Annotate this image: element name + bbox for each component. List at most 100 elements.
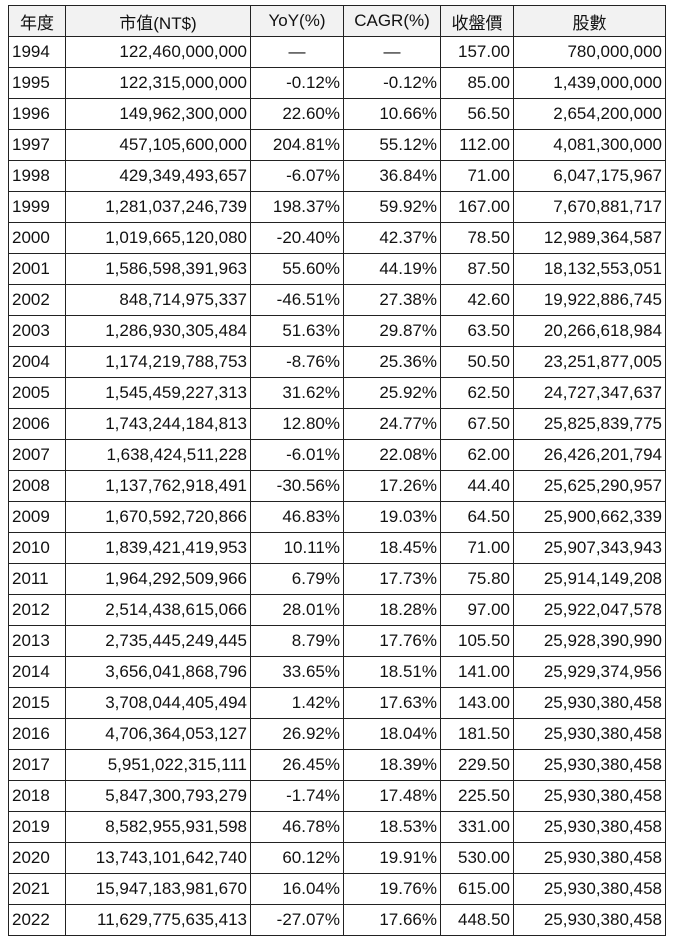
table-cell: 18.53%	[343, 811, 441, 843]
table-cell: 25,928,390,990	[513, 625, 666, 657]
table-cell: 429,349,493,657	[65, 160, 251, 192]
table-cell: 1995	[8, 67, 66, 99]
header-cell: 股數	[513, 5, 666, 37]
table-cell: 11,629,775,635,413	[65, 904, 251, 936]
table-cell: 25,930,380,458	[513, 749, 666, 781]
table-cell: 25.36%	[343, 346, 441, 378]
table-cell: 448.50	[440, 904, 514, 936]
table-cell: 10.66%	[343, 98, 441, 130]
table-cell: 2012	[8, 594, 66, 626]
table-cell: 19.76%	[343, 873, 441, 905]
table-row: 1995 122,315,000,000 -0.12% -0.12% 85.00 1,43…	[8, 67, 666, 99]
table-cell: 50.50	[440, 346, 514, 378]
table-cell: 530.00	[440, 842, 514, 874]
table-cell: 1,286,930,305,484	[65, 315, 251, 347]
table-cell: 141.00	[440, 656, 514, 688]
table-cell: 3,708,044,405,494	[65, 687, 251, 719]
table-cell: 149,962,300,000	[65, 98, 251, 130]
table-cell: 2000	[8, 222, 66, 254]
table-cell: 25,930,380,458	[513, 842, 666, 874]
table-row: 2000 1,019,665,120,080 -20.40% 42.37% 78.50 1…	[8, 222, 666, 254]
table-row: 2009 1,670,592,720,866 46.83% 19.03% 64.50 25…	[8, 501, 666, 533]
table-cell: 143.00	[440, 687, 514, 719]
table-cell: 2013	[8, 625, 66, 657]
table-cell: 25,900,662,339	[513, 501, 666, 533]
table-cell: 1999	[8, 191, 66, 223]
table-cell: -0.12%	[343, 67, 441, 99]
table-cell: 46.83%	[250, 501, 344, 533]
table-cell: 17.76%	[343, 625, 441, 657]
table-row: 1998 429,349,493,657 -6.07% 36.84% 71.00 6,04…	[8, 160, 666, 192]
table-cell: 1,670,592,720,866	[65, 501, 251, 533]
table-cell: 31.62%	[250, 377, 344, 409]
table-cell: 17.66%	[343, 904, 441, 936]
header-cell: CAGR(%)	[343, 5, 441, 37]
table-row: 2013 2,735,445,249,445 8.79% 17.76% 105.50 25…	[8, 625, 666, 657]
table-cell: 2003	[8, 315, 66, 347]
table-cell: 24.77%	[343, 408, 441, 440]
table-cell: 198.37%	[250, 191, 344, 223]
table-row: 1996 149,962,300,000 22.60% 10.66% 56.50 2,65…	[8, 98, 666, 130]
table-row: 1997 457,105,600,000 204.81% 55.12% 112.00 4,…	[8, 129, 666, 161]
table-cell: 25.92%	[343, 377, 441, 409]
table-cell: 25,825,839,775	[513, 408, 666, 440]
table-cell: 1,439,000,000	[513, 67, 666, 99]
table-row: 2015 3,708,044,405,494 1.42% 17.63% 143.00 25…	[8, 687, 666, 719]
table-cell: 23,251,877,005	[513, 346, 666, 378]
table-cell: 25,930,380,458	[513, 904, 666, 936]
table-cell: 2,514,438,615,066	[65, 594, 251, 626]
table-cell: 25,625,290,957	[513, 470, 666, 502]
table-cell: 25,930,380,458	[513, 687, 666, 719]
table-row: 2021 15,947,183,981,670 16.04% 19.76% 615.00…	[8, 873, 666, 905]
table-row: 2012 2,514,438,615,066 28.01% 18.28% 97.00 25…	[8, 594, 666, 626]
table-cell: 4,706,364,053,127	[65, 718, 251, 750]
table-cell: 229.50	[440, 749, 514, 781]
table-cell: 1,174,219,788,753	[65, 346, 251, 378]
table-cell: 2,735,445,249,445	[65, 625, 251, 657]
table-cell: 780,000,000	[513, 36, 666, 68]
table-cell: 1997	[8, 129, 66, 161]
table-cell: 848,714,975,337	[65, 284, 251, 316]
table-cell: 55.12%	[343, 129, 441, 161]
table-cell: 1,545,459,227,313	[65, 377, 251, 409]
table-cell: 13,743,101,642,740	[65, 842, 251, 874]
table-cell: 60.12%	[250, 842, 344, 874]
table-cell: 1,743,244,184,813	[65, 408, 251, 440]
table-cell: 457,105,600,000	[65, 129, 251, 161]
table-cell: 2008	[8, 470, 66, 502]
table-cell: 19.03%	[343, 501, 441, 533]
table-cell: 2001	[8, 253, 66, 285]
table-cell: 1996	[8, 98, 66, 130]
table-cell: 2002	[8, 284, 66, 316]
table-cell: 59.92%	[343, 191, 441, 223]
table-cell: 18,132,553,051	[513, 253, 666, 285]
table-cell: 1,137,762,918,491	[65, 470, 251, 502]
table-cell: 167.00	[440, 191, 514, 223]
table-cell: -27.07%	[250, 904, 344, 936]
table-cell: 2009	[8, 501, 66, 533]
table-cell: 25,930,380,458	[513, 718, 666, 750]
table-cell: 12,989,364,587	[513, 222, 666, 254]
table-cell: -6.07%	[250, 160, 344, 192]
table-row: 2016 4,706,364,053,127 26.92% 18.04% 181.50 2…	[8, 718, 666, 750]
table-cell: 2010	[8, 532, 66, 564]
table-cell: 8.79%	[250, 625, 344, 657]
table-cell: 62.00	[440, 439, 514, 471]
table-cell: —	[343, 36, 441, 68]
table-row: 2019 8,582,955,931,598 46.78% 18.53% 331.00 2…	[8, 811, 666, 843]
table-row: 2014 3,656,041,868,796 33.65% 18.51% 141.00 2…	[8, 656, 666, 688]
table-cell: 225.50	[440, 780, 514, 812]
table-row: 1994 122,460,000,000— —157.00 780,000,000	[8, 36, 666, 68]
table-cell: —	[250, 36, 344, 68]
table-cell: 42.60	[440, 284, 514, 316]
table-cell: 1,586,598,391,963	[65, 253, 251, 285]
table-cell: 18.04%	[343, 718, 441, 750]
table-cell: 5,951,022,315,111	[65, 749, 251, 781]
table-cell: 25,930,380,458	[513, 811, 666, 843]
table-cell: 29.87%	[343, 315, 441, 347]
table-cell: -1.74%	[250, 780, 344, 812]
table-cell: 181.50	[440, 718, 514, 750]
table-cell: 4,081,300,000	[513, 129, 666, 161]
table-cell: 7,670,881,717	[513, 191, 666, 223]
table-cell: 19,922,886,745	[513, 284, 666, 316]
